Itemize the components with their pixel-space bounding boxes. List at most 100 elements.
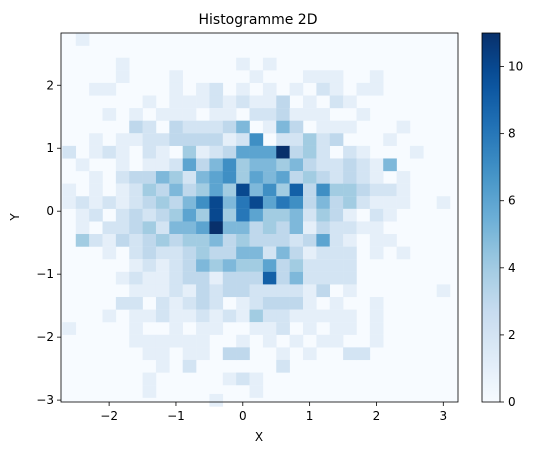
histogram-cell xyxy=(262,171,277,184)
histogram-cell xyxy=(289,296,304,310)
histogram-cell xyxy=(249,372,264,386)
histogram-cell xyxy=(289,208,304,222)
histogram-cell xyxy=(196,208,210,222)
histogram-cell xyxy=(222,145,237,159)
histogram-cell xyxy=(396,171,411,184)
histogram-cell xyxy=(329,133,344,146)
histogram-cell xyxy=(289,171,304,184)
histogram-cell xyxy=(102,108,117,121)
histogram-cell xyxy=(222,120,237,134)
colorbar-tick-label: 2 xyxy=(508,328,516,342)
histogram-cell xyxy=(262,234,277,247)
colorbar-tick-label: 10 xyxy=(508,60,523,74)
histogram-cell xyxy=(115,70,130,83)
histogram-cell xyxy=(236,120,250,134)
histogram-cell xyxy=(75,196,90,209)
histogram-cell xyxy=(155,334,170,348)
histogram-cell xyxy=(222,372,237,386)
histogram-cell xyxy=(303,208,317,222)
histogram-cell xyxy=(236,347,250,361)
histogram-cell xyxy=(142,208,157,222)
histogram-cell xyxy=(155,171,170,184)
histogram-cell xyxy=(303,259,317,272)
histogram-cell xyxy=(303,183,317,197)
histogram-cell xyxy=(343,234,357,247)
histogram-cell xyxy=(316,133,331,146)
histogram-cell xyxy=(316,271,331,285)
histogram-cell xyxy=(236,145,250,159)
histogram-cell xyxy=(276,246,290,260)
histogram-cell xyxy=(169,70,183,83)
histogram-cell xyxy=(155,359,170,373)
histogram-cell xyxy=(316,145,331,159)
histogram-cell xyxy=(316,120,331,134)
histogram-cell xyxy=(289,82,304,96)
histogram-cell xyxy=(383,133,397,146)
colorbar-frame xyxy=(481,32,501,403)
histogram-cell xyxy=(182,334,197,348)
histogram-cell xyxy=(369,221,384,235)
x-tick-label: −2 xyxy=(100,409,118,423)
histogram-cell xyxy=(343,284,357,298)
histogram-cell xyxy=(129,271,143,285)
histogram-cell xyxy=(236,196,250,209)
y-tick-label: 1 xyxy=(46,141,54,155)
histogram-cell xyxy=(155,284,170,298)
histogram-cell xyxy=(222,221,237,235)
histogram-cell xyxy=(303,70,317,83)
histogram-cell xyxy=(196,309,210,323)
histogram-cell xyxy=(89,133,103,146)
histogram-cell xyxy=(222,95,237,109)
histogram-cell xyxy=(142,183,157,197)
histogram-cell xyxy=(249,271,264,285)
histogram-cell xyxy=(236,246,250,260)
histogram-cell xyxy=(329,309,344,323)
colorbar-tick-label: 6 xyxy=(508,194,516,208)
histogram-cell xyxy=(289,309,304,323)
histogram-cell xyxy=(276,271,290,285)
histogram-cell xyxy=(236,221,250,235)
histogram-cell xyxy=(89,234,103,247)
colorbar-tick-label: 4 xyxy=(508,261,516,275)
histogram-cell xyxy=(262,120,277,134)
histogram-cell xyxy=(222,183,237,197)
x-tick-label: 3 xyxy=(439,409,447,423)
histogram-cell xyxy=(155,108,170,121)
x-tick-label: 2 xyxy=(373,409,381,423)
histogram-cell xyxy=(115,158,130,172)
histogram-cell xyxy=(249,259,264,272)
histogram-cell xyxy=(182,284,197,298)
histogram-cell xyxy=(303,133,317,146)
histogram-cell xyxy=(236,372,250,386)
histogram-cell xyxy=(62,145,77,159)
histogram-cell xyxy=(196,259,210,272)
histogram-cell xyxy=(343,347,357,361)
histogram-cell xyxy=(236,133,250,146)
histogram-cell xyxy=(155,259,170,272)
histogram-cell xyxy=(356,108,371,121)
histogram-cell xyxy=(236,158,250,172)
histogram-cell xyxy=(182,309,197,323)
histogram-cell xyxy=(209,196,224,209)
histogram-cell xyxy=(329,82,344,96)
histogram-cell xyxy=(196,95,210,109)
histogram-cell xyxy=(316,259,331,272)
histogram-cell xyxy=(369,196,384,209)
histogram-cell xyxy=(329,70,344,83)
histogram-cell xyxy=(142,133,157,146)
histogram-cell xyxy=(329,196,344,209)
histogram-cell xyxy=(155,158,170,172)
histogram-cell xyxy=(155,145,170,159)
histogram-cell xyxy=(196,322,210,335)
histogram-cell xyxy=(75,158,90,172)
histogram-cell xyxy=(369,309,384,323)
histogram-cell xyxy=(182,296,197,310)
histogram-cell xyxy=(142,246,157,260)
histogram-cell xyxy=(289,120,304,134)
histogram-cell xyxy=(222,108,237,121)
histogram-cell xyxy=(236,271,250,285)
histogram-cell xyxy=(222,284,237,298)
histogram-cell xyxy=(169,246,183,260)
histogram-cell xyxy=(262,183,277,197)
histogram-cell xyxy=(276,284,290,298)
